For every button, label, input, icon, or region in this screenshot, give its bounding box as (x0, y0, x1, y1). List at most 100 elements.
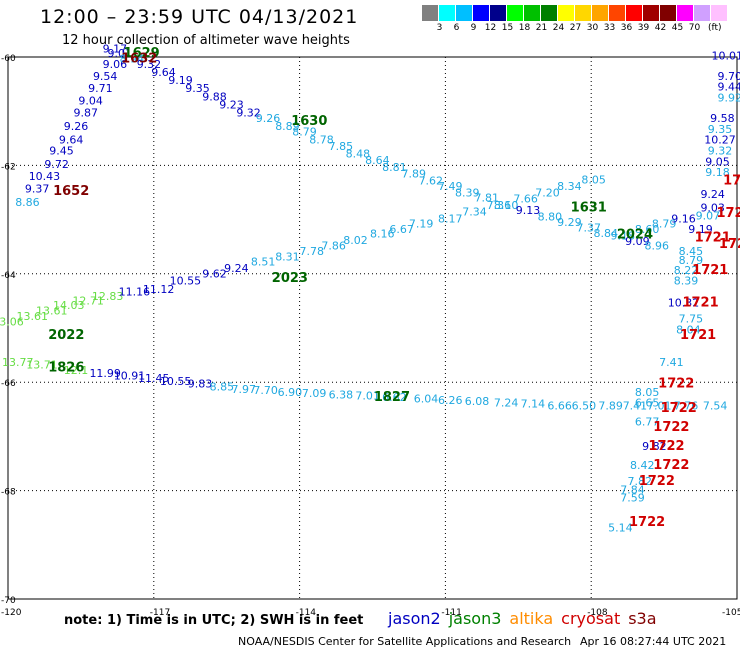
wave-height-value: 13.61 (17, 310, 49, 323)
wave-height-value: 5.14 (608, 521, 633, 534)
wave-height-value: 9.19 (688, 223, 713, 236)
wave-height-value: 12.71 (72, 295, 104, 308)
wave-height-value: 6.77 (635, 416, 660, 429)
wave-height-value: 7.36 (487, 199, 512, 212)
wave-height-value: 9.13 (516, 204, 541, 217)
wave-height-value: 8.02 (343, 234, 368, 247)
pass-time-label: 1722 (648, 439, 684, 454)
wave-height-value: 8.22 (674, 264, 699, 277)
pass-time-label: 1721 (695, 230, 731, 245)
colorbar-tick-label: 27 (569, 23, 582, 33)
wave-height-value: 7.62 (419, 174, 444, 187)
wave-height-value: 7.20 (535, 186, 560, 199)
pass-time-label: 1721 (719, 237, 740, 252)
satellite-legend: jason2 jason3 altika cryosat s3a (388, 609, 665, 628)
wave-height-value: 7.81 (474, 192, 499, 205)
wave-height-value: 9.29 (557, 216, 582, 229)
wave-height-value: 9.01 (108, 47, 133, 60)
wave-height-value: 8.51 (251, 256, 276, 269)
legend-item-s3a: s3a (628, 609, 657, 628)
colorbar-tick-label: 39 (637, 23, 650, 33)
pass-time-label: 2022 (48, 328, 84, 343)
legend-item-cryosat: cryosat (561, 609, 621, 628)
colorbar-swatch (575, 5, 592, 21)
wave-height-value: 7.01 (355, 390, 380, 403)
wave-height-value: 11.99 (89, 367, 121, 380)
pass-time-label: 2024 (617, 228, 653, 243)
wave-height-value: 10.91 (114, 369, 146, 382)
wave-height-value: 7.70 (253, 384, 278, 397)
wave-height-value: 7.89 (402, 167, 427, 180)
wave-height-value: 8.94 (120, 52, 145, 65)
latitude-label: -62 (1, 162, 16, 172)
pass-time-label: 1721 (680, 328, 716, 343)
wave-height-value: 8.96 (645, 239, 670, 252)
wave-height-value: 9.35 (185, 82, 210, 95)
wave-height-value: 8.16 (370, 227, 395, 240)
wave-height-value: 7.86 (321, 239, 346, 252)
pass-time-label: 1722 (661, 401, 697, 416)
wave-height-value: 8.17 (438, 212, 463, 225)
wave-height-value: 9.03 (700, 201, 725, 214)
wave-height-value: 8.60 (635, 223, 660, 236)
wave-height-value: 11.45 (138, 372, 170, 385)
wave-height-value: 12.1 (64, 364, 89, 377)
wave-height-value: 8.64 (365, 154, 390, 167)
wave-height-value: 8.31 (275, 250, 300, 263)
colorbar-swatch (677, 5, 694, 21)
units-note: note: 1) Time is in UTC; 2) SWH is in fe… (64, 613, 364, 628)
wave-height-value: 7.24 (494, 397, 519, 410)
wave-height-value: 9.26 (64, 120, 89, 133)
wave-height-value: 9.07 (696, 210, 721, 223)
pass-time-label: 1722 (653, 420, 689, 435)
wave-height-value: 9.62 (202, 268, 227, 281)
wave-height-value: 9.87 (74, 107, 99, 120)
wave-height-value: 7.75 (679, 313, 704, 326)
latitude-label: -68 (1, 488, 16, 498)
page-subtitle: 12 hour collection of altimeter wave hei… (62, 33, 350, 48)
colorbar-swatch (524, 5, 541, 21)
wave-height-value: 7.14 (521, 398, 546, 411)
colorbar-swatch (507, 5, 524, 21)
wave-height-value: 10.32 (668, 296, 700, 309)
colorbar-swatch (541, 5, 558, 21)
wave-height-value: 8.81 (382, 161, 407, 174)
wave-height-value: 9.32 (236, 107, 261, 120)
wave-height-value: 9.54 (93, 70, 118, 83)
wave-height-value: 9.17 (103, 43, 128, 56)
wave-height-value: 9.23 (219, 98, 244, 111)
wave-height-value: 9.71 (88, 82, 113, 95)
wave-height-value: 7.01 (647, 399, 672, 412)
wave-height-value: 6.90 (278, 386, 303, 399)
pass-time-label: 1721 (692, 263, 728, 278)
wave-height-value: 7.54 (703, 399, 728, 412)
colorbar-tick-label: 36 (620, 23, 633, 33)
wave-height-value: 9.35 (708, 123, 733, 136)
wave-height-value: 7.37 (577, 222, 602, 235)
wave-height-value: 8.42 (630, 459, 655, 472)
wave-height-value: 10.55 (160, 375, 192, 388)
wave-height-value: 9.82 (642, 440, 667, 453)
colorbar-tick-label: 70 (688, 23, 701, 33)
wave-height-value: 9.18 (611, 230, 636, 243)
wave-height-value: 8.79 (652, 218, 677, 231)
colorbar-swatch (728, 5, 740, 21)
wave-height-value: 9.04 (78, 95, 103, 108)
wave-height-value: 9.24 (700, 188, 725, 201)
wave-height-value: 13.71 (26, 359, 58, 372)
wave-height-value: 9.16 (671, 212, 696, 225)
longitude-label: -114 (296, 608, 317, 618)
pass-time-label: 1721 (682, 295, 718, 310)
wave-height-value: 9.64 (151, 66, 176, 79)
wave-height-value: 7.76 (674, 399, 699, 412)
pass-time-label: 1629 (124, 46, 160, 61)
wave-height-value: 9.05 (705, 155, 730, 168)
colorbar-tick-label: 21 (535, 23, 548, 33)
wave-height-value: 8.34 (557, 180, 582, 193)
wave-height-value: 8.78 (309, 134, 334, 147)
wave-height-value: 9.32 (708, 145, 733, 158)
wave-height-value: 9.45 (49, 145, 74, 158)
wave-height-value: 6.38 (329, 388, 354, 401)
wave-height-value: 9.19 (168, 74, 193, 87)
